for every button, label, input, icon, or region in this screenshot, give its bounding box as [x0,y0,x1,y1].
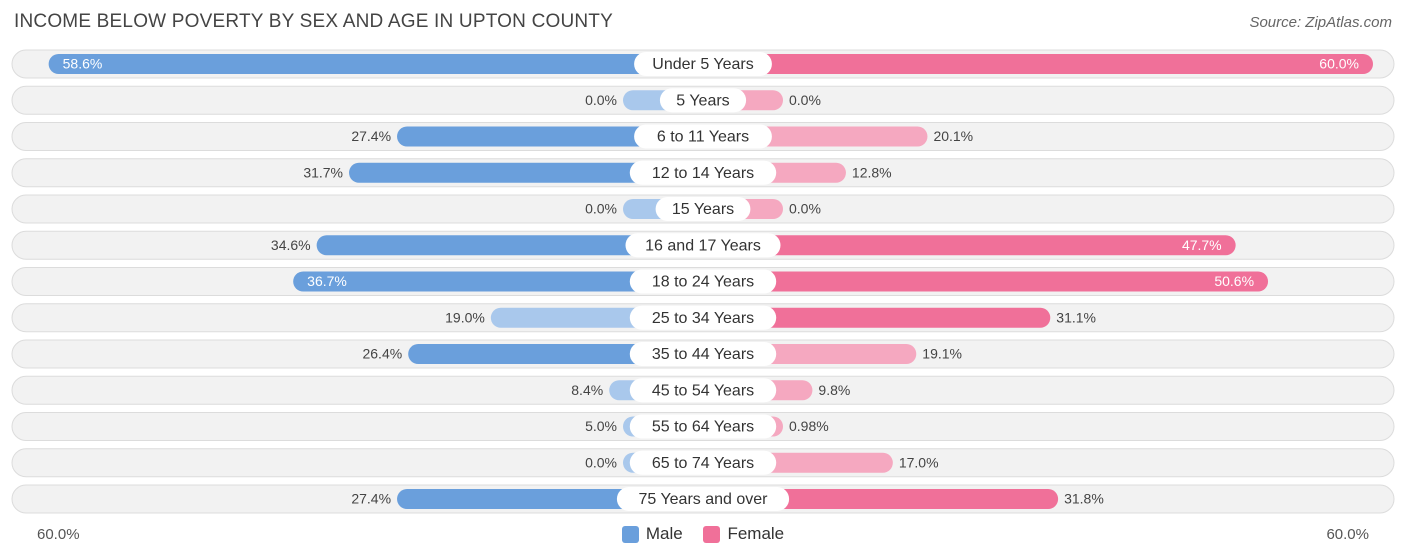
legend-male-label: Male [645,524,683,543]
category-label-bg [629,305,777,330]
female-value-label: 31.1% [1056,309,1096,325]
category-label: 25 to 34 Years [652,310,754,327]
male-value-label: 0.0% [585,92,617,108]
category-label: 75 Years and over [639,491,769,508]
male-value-label: 27.4% [351,128,391,144]
category-label-bg [629,269,777,294]
male-value-label: 5.0% [585,418,617,434]
male-bar [397,126,703,147]
female-value-label: 31.8% [1064,491,1104,507]
male-value-label: 27.4% [351,491,391,507]
female-bar [703,54,1373,74]
female-value-label: 17.0% [899,454,939,470]
category-label-bg [634,52,772,76]
legend-male-swatch [621,525,639,543]
male-value-label: 34.6% [271,237,311,253]
legend-male: Male [621,524,683,544]
category-label-bg [659,88,747,113]
female-value-label: 0.98% [789,418,829,434]
male-value-label: 31.7% [303,164,343,180]
category-label-bg [634,124,772,149]
category-label-bg [629,378,777,403]
legend-female-swatch [703,525,721,543]
category-label: Under 5 Years [652,56,753,73]
male-bar [408,344,703,364]
category-label-bg [629,450,777,475]
legend-female-label: Female [727,524,785,543]
female-bar [703,271,1269,292]
female-value-label: 12.8% [852,164,892,180]
category-label: 45 to 54 Years [652,382,754,399]
category-label: 16 and 17 Years [645,237,761,254]
female-value-label: 50.6% [1214,273,1254,289]
female-bar [703,307,1051,328]
category-label-bg [629,160,777,185]
axis-left-label: 60.0% [37,526,80,543]
male-value-label: 0.0% [585,201,617,217]
female-value-label: 0.0% [789,201,821,217]
male-value-label: 8.4% [571,382,603,398]
axis-right-label: 60.0% [1326,526,1369,543]
category-label-bg [625,233,781,258]
category-label: 15 Years [672,201,734,218]
female-value-label: 19.1% [922,346,962,362]
male-bar [349,162,703,183]
male-value-label: 26.4% [362,346,402,362]
male-bar [316,235,703,256]
category-label: 65 to 74 Years [652,455,754,472]
category-label: 12 to 14 Years [652,165,754,182]
category-label-bg [655,197,751,221]
female-value-label: 9.8% [818,382,850,398]
male-bar [293,271,703,292]
chart-svg: 58.6% 60.0% Under 5 Years 0.0% 0.0% 5 Years 27… [11,49,1395,514]
category-label-bg [616,487,790,511]
female-bar [703,235,1236,256]
male-value-label: 58.6% [63,56,103,72]
category-label: 18 to 24 Years [652,274,754,291]
female-value-label: 0.0% [789,92,821,108]
male-value-label: 0.0% [585,454,617,470]
female-value-label: 47.7% [1182,237,1222,253]
female-value-label: 60.0% [1319,56,1359,72]
male-value-label: 36.7% [307,273,347,289]
category-label-bg [629,342,777,366]
category-label: 5 Years [676,92,729,109]
male-value-label: 19.0% [445,309,485,325]
category-label: 35 to 44 Years [652,346,754,363]
category-label: 55 to 64 Years [652,419,754,436]
legend-female: Female [703,524,784,544]
female-value-label: 20.1% [933,128,973,144]
category-label: 6 to 11 Years [657,129,749,146]
source-note: Source: ZipAtlas.com [1249,14,1392,31]
category-label-bg [629,414,777,439]
female-bar [703,489,1059,509]
chart-title: INCOME BELOW POVERTY BY SEX AND AGE IN U… [14,11,613,32]
legend: Male Female [0,524,1406,548]
male-bar [48,54,703,74]
